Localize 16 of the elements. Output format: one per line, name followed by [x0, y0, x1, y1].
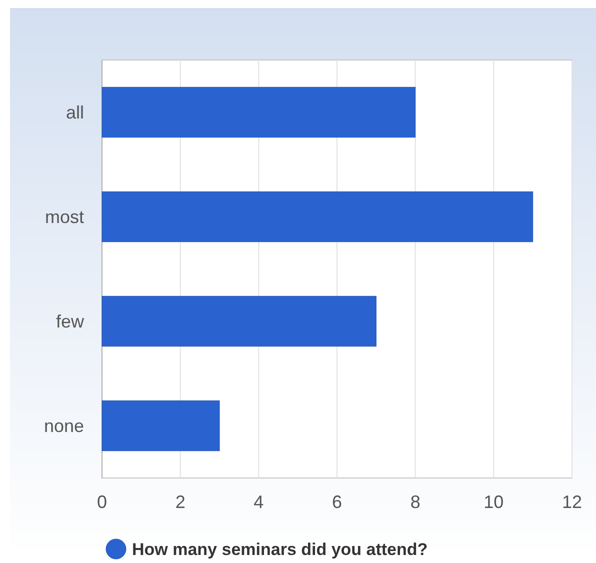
x-tick-label: 0	[96, 492, 108, 512]
legend-label: How many seminars did you attend?	[132, 540, 428, 559]
x-tick-label: 6	[332, 492, 342, 512]
bar	[102, 191, 534, 242]
y-tick-label: few	[56, 312, 85, 332]
bar	[102, 400, 220, 452]
x-tick-label: 4	[254, 492, 264, 512]
x-tick-label: 2	[175, 492, 186, 512]
x-tick-label: 8	[410, 492, 420, 512]
y-tick-label: most	[44, 207, 84, 228]
bar	[102, 86, 416, 138]
y-tick-label: none	[44, 416, 84, 436]
x-tick-label: 12	[562, 492, 582, 512]
y-tick-label: all	[66, 102, 84, 123]
bar	[102, 296, 376, 347]
x-tick-label: 10	[484, 492, 504, 512]
